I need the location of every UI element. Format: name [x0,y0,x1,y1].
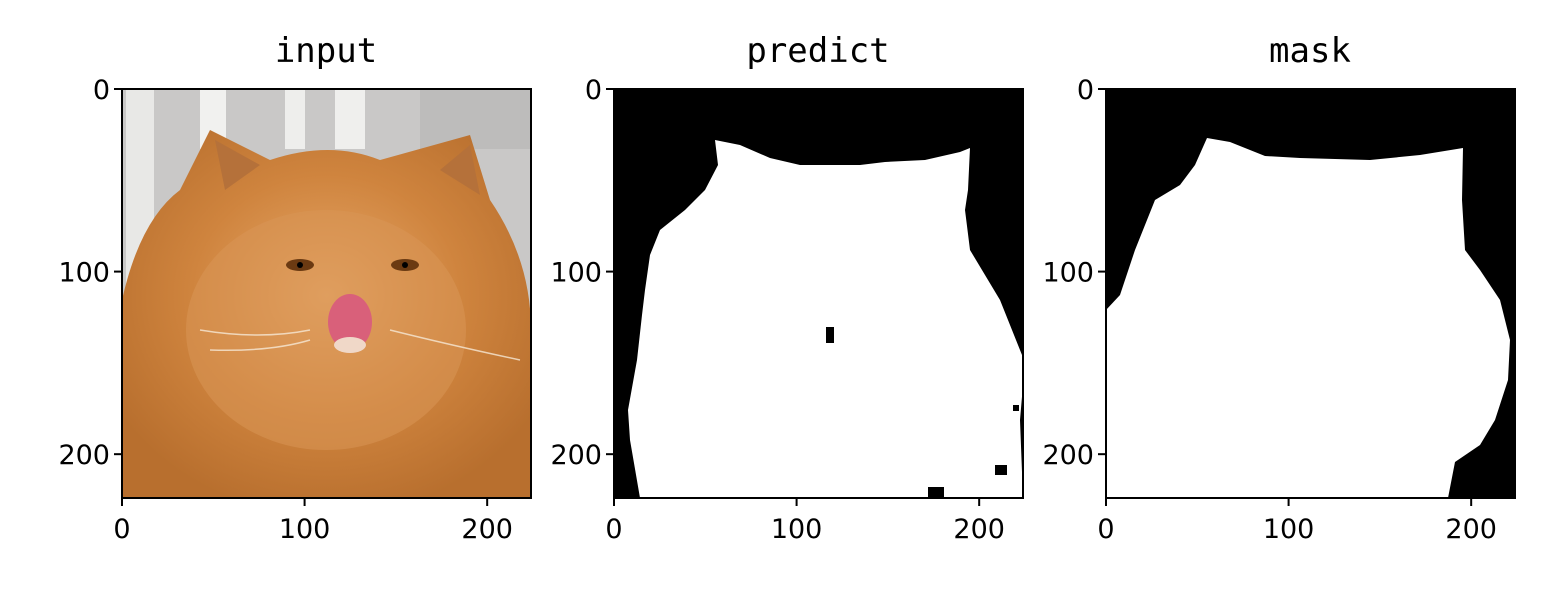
x-tick-label: 100 [1263,514,1315,545]
axes-frame [1105,88,1516,499]
y-tick-label: 100 [58,258,110,289]
x-tick-label: 0 [1097,514,1114,545]
x-tick-label: 200 [461,514,513,545]
predict-mask-image [614,89,1023,498]
x-tick-label: 0 [113,514,130,545]
y-tick-label: 200 [58,440,110,471]
y-tick-label: 200 [1042,440,1094,471]
panel-title: predict [746,31,889,71]
x-tick-label: 200 [953,514,1005,545]
panel-title: input [275,31,377,71]
y-tick-label: 100 [1042,258,1094,289]
x-tick-label: 100 [771,514,823,545]
panel-title: mask [1269,31,1351,71]
axes-frame [121,88,532,499]
axes-frame [613,88,1024,499]
mask-panel: mask 0 100 200 0 100 200 [1042,31,1516,545]
input-image [122,89,531,498]
predict-panel: predict 0 100 200 0 100 200 [550,31,1024,545]
x-tick-label: 0 [605,514,622,545]
ground-truth-mask-image [1106,89,1515,498]
y-tick-label: 0 [585,75,602,106]
y-tick-label: 100 [550,258,602,289]
x-tick-label: 200 [1445,514,1497,545]
y-tick-label: 0 [93,75,110,106]
x-tick-label: 100 [279,514,331,545]
input-panel: input 0 100 200 0 100 200 [58,31,532,545]
y-tick-label: 0 [1077,75,1094,106]
y-tick-label: 200 [550,440,602,471]
